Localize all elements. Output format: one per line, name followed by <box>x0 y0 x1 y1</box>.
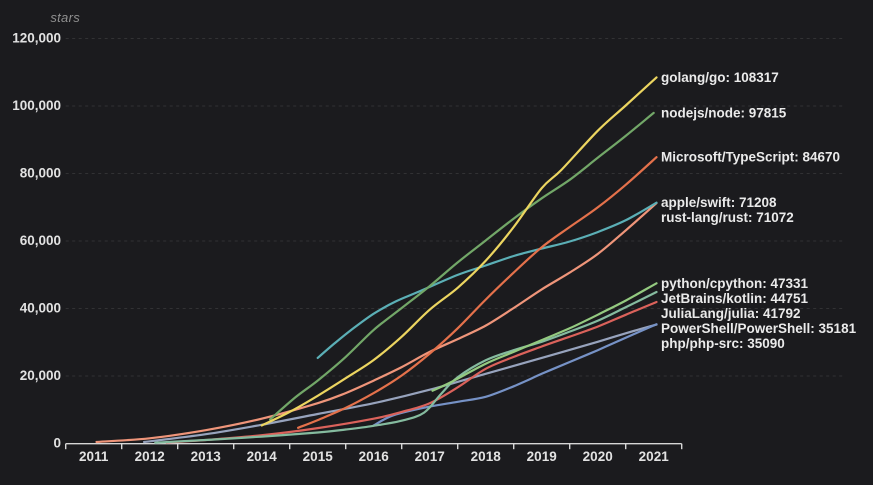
series-line-jetbrains-kotlin <box>154 290 658 444</box>
series-label-nodejs-node: nodejs/node: 97815 <box>661 105 787 120</box>
x-tick-label: 2020 <box>583 449 613 464</box>
series-line-microsoft-typescript <box>297 156 658 429</box>
series-label-golang-go: golang/go: 108317 <box>661 70 779 85</box>
x-tick-label: 2012 <box>135 449 165 464</box>
y-tick-label: 40,000 <box>20 301 61 316</box>
x-tick-label: 2017 <box>415 449 445 464</box>
x-tick-label: 2011 <box>79 449 109 464</box>
series-label-php-php-src: php/php-src: 35090 <box>661 336 785 351</box>
series-line-rust-lang-rust <box>95 202 658 444</box>
series-line-php-php-src <box>143 323 658 444</box>
series-label-microsoft-typescript: Microsoft/TypeScript: 84670 <box>661 150 840 165</box>
y-tick-label: 60,000 <box>20 233 61 248</box>
series-line-python-cpython <box>431 282 658 392</box>
x-tick-label: 2016 <box>359 449 390 464</box>
series-line-nodejs-node <box>269 111 655 421</box>
series-line-apple-swift <box>316 201 658 360</box>
y-tick-label: 0 <box>53 436 61 451</box>
series-line-julialang-julia <box>165 300 658 444</box>
x-tick-label: 2015 <box>303 449 334 464</box>
series-line-powershell-powershell <box>372 323 658 427</box>
y-tick-label: 120,000 <box>12 31 61 46</box>
x-tick-label: 2018 <box>471 449 502 464</box>
series-label-jetbrains-kotlin: JetBrains/kotlin: 44751 <box>661 291 809 306</box>
series-line-golang-go <box>260 76 658 427</box>
x-tick-label: 2021 <box>639 449 670 464</box>
series-label-apple-swift: apple/swift: 71208 <box>661 195 777 210</box>
y-tick-label: 100,000 <box>12 98 61 113</box>
x-tick-label: 2014 <box>247 449 278 464</box>
y-tick-label: 20,000 <box>20 368 61 383</box>
y-axis-title: stars <box>50 10 80 25</box>
series-label-rust-lang-rust: rust-lang/rust: 71072 <box>661 210 794 225</box>
y-tick-label: 80,000 <box>20 166 61 181</box>
series-label-julialang-julia: JuliaLang/julia: 41792 <box>661 306 801 321</box>
series-label-python-cpython: python/cpython: 47331 <box>661 276 809 291</box>
x-tick-label: 2019 <box>527 449 557 464</box>
x-tick-label: 2013 <box>191 449 222 464</box>
series-label-powershell-powershell: PowerShell/PowerShell: 35181 <box>661 321 857 336</box>
